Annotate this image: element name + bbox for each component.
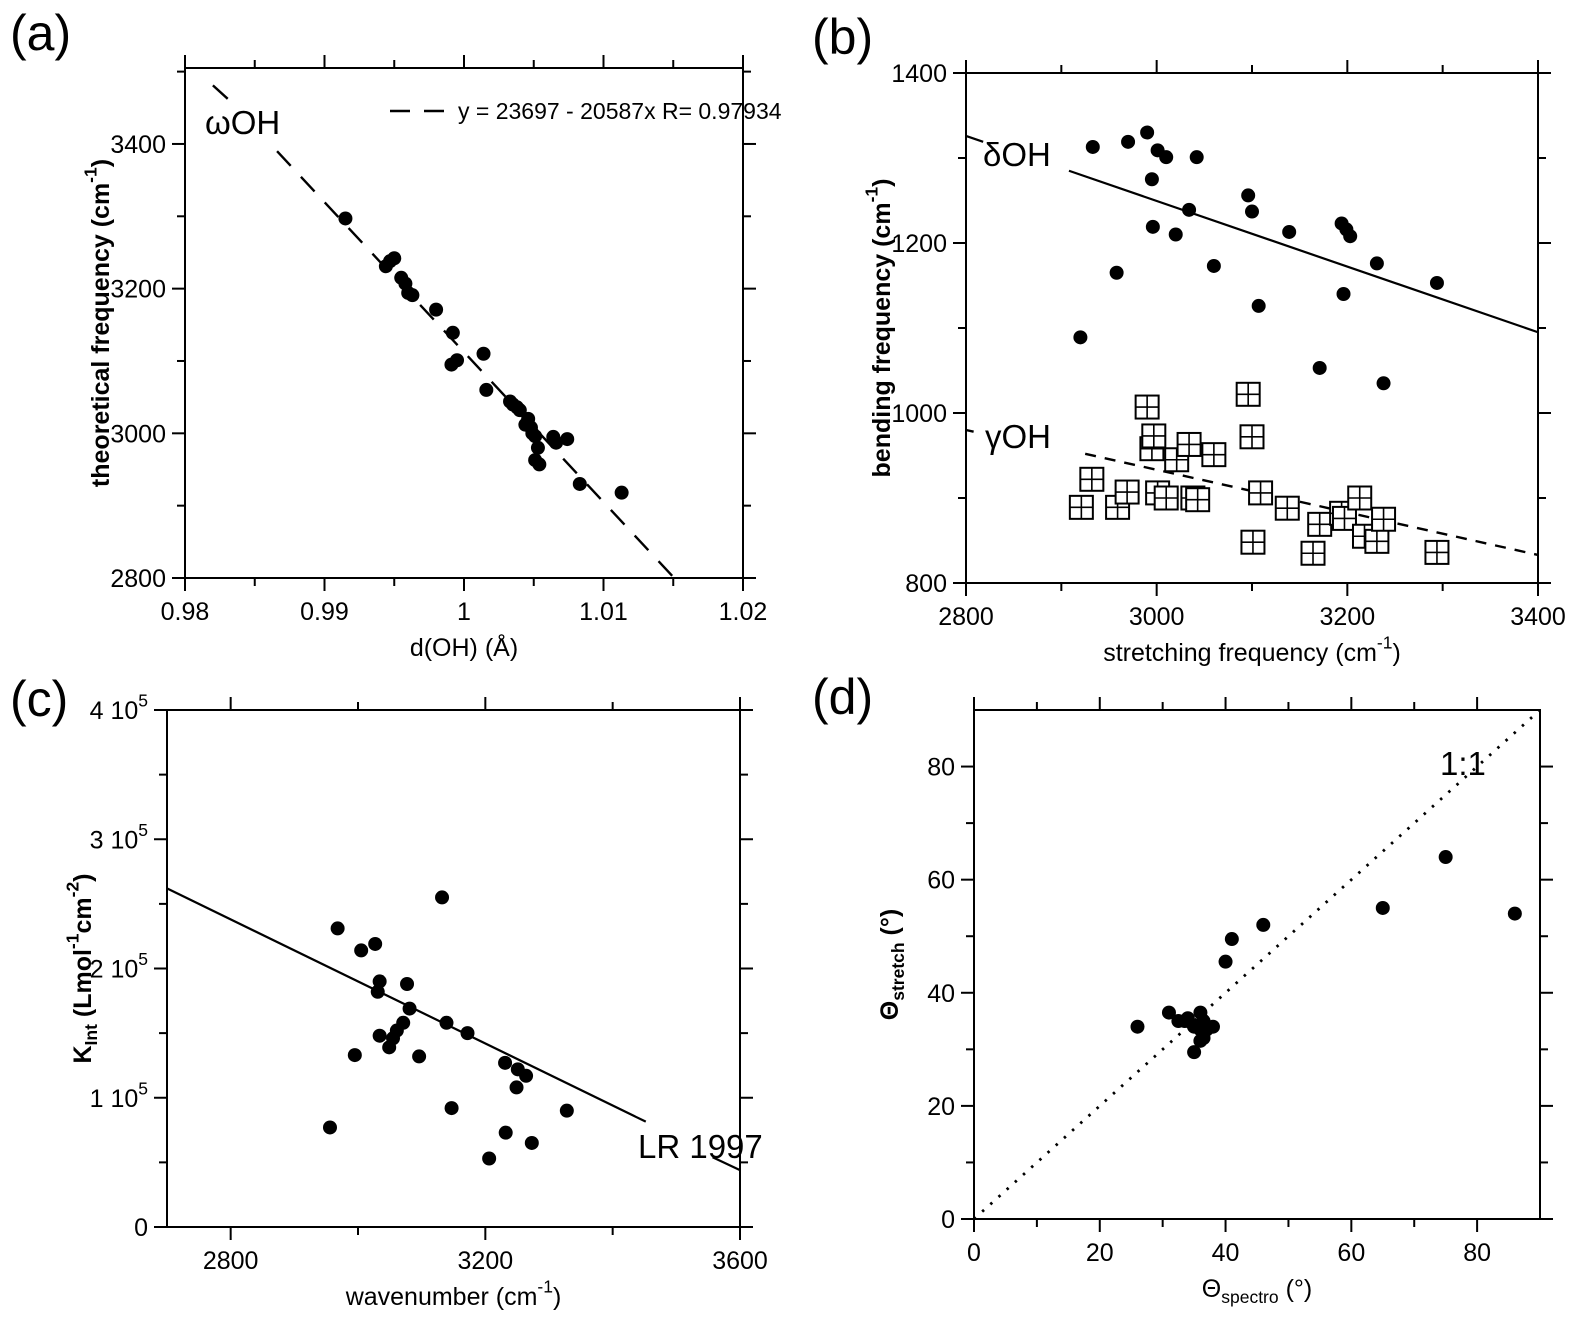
svg-text:60: 60 [927,867,955,895]
svg-text:0: 0 [134,1214,148,1242]
svg-text:0: 0 [967,1239,981,1267]
panel-b-y-axis-title: bending frequency (cm-1) [862,179,897,478]
svg-text:1: 1 [457,598,471,626]
panel-d-letter: (d) [812,669,874,725]
svg-text:1.02: 1.02 [719,598,768,626]
panel-c-annotation: LR 1997 [638,1128,763,1165]
panel-a-y-axis-title: theoretical frequency (cm-1) [81,159,116,487]
panel-c-plot: 2800 3200 3600 0 1 105 2 105 3 105 4 105 LR 1997… [63,691,768,1312]
svg-text:3000: 3000 [110,420,166,448]
svg-text:1400: 1400 [891,60,947,88]
svg-text:0.99: 0.99 [300,598,349,626]
svg-text:3000: 3000 [1129,603,1185,631]
svg-text:1 105: 1 105 [90,1078,148,1113]
panel-a-plot: 0.98 0.99 1 1.01 1.02 2800 3000 3200 3400 y = 236… [81,55,782,662]
svg-text:3200: 3200 [110,276,166,304]
panel-b-deltaOH-fit [965,134,984,143]
panel-c-x-axis-title: wavenumber (cm-1) [345,1277,562,1312]
panel-c-series-K_int [322,890,574,1166]
panel-b-x-axis-title: stretching frequency (cm-1) [1103,633,1401,668]
panel-d-series-theta [1130,850,1522,1060]
panel-b-series-δOH [1073,125,1444,391]
panel-d-annotation: 1:1 [1440,745,1486,782]
svg-text:2800: 2800 [203,1247,259,1275]
svg-text:3200: 3200 [458,1247,514,1275]
svg-text:1000: 1000 [891,400,947,428]
panel-d-x-axis-title: Θspectro (°) [1202,1275,1312,1307]
svg-text:3200: 3200 [1320,603,1376,631]
panel-c-letter: (c) [10,671,69,727]
svg-text:40: 40 [927,980,955,1008]
svg-text:0: 0 [941,1206,955,1234]
panel-c-y-axis-title: KInt (Lmol-1cm-2) [63,873,102,1063]
panel-c-LR-1997-line [712,1156,741,1172]
svg-text:0.98: 0.98 [161,598,210,626]
svg-text:80: 80 [1463,1239,1491,1267]
svg-text:3 105: 3 105 [90,820,148,855]
panel-a-x-axis-title: d(OH) (Å) [410,632,518,662]
panel-b-letter: (b) [812,9,874,65]
svg-text:4 105: 4 105 [90,691,148,726]
svg-text:1200: 1200 [891,230,947,258]
svg-text:800: 800 [905,570,947,598]
panel-a-series-ωOH [338,211,629,500]
svg-text:60: 60 [1337,1239,1365,1267]
svg-text:1.01: 1.01 [579,598,628,626]
svg-text:2800: 2800 [938,603,994,631]
panel-d-plot: 0 20 40 60 80 0 20 40 60 80 1:1 Θspectro (°) Θstretc… [876,697,1553,1307]
svg-text:20: 20 [1086,1239,1114,1267]
svg-text:3400: 3400 [1510,603,1566,631]
panel-b-gammaOH-fit [1084,452,1539,557]
svg-text:20: 20 [927,1093,955,1121]
panel-a-annotation: y = 23697 - 20587x R= 0.97934 [458,98,782,124]
svg-text:2800: 2800 [110,565,166,593]
panel-b-deltaOH-fit [1068,169,1539,334]
panel-a-linear-fit [276,150,675,579]
panel-a-linear-fit [212,84,237,107]
svg-text:80: 80 [927,754,955,782]
svg-text:40: 40 [1212,1239,1240,1267]
panel-b-gammaOH-fit [965,428,974,433]
panel-b-plot: 2800 3000 3200 3400 800 1000 1200 1400 δOH γOH str… [862,60,1566,667]
panel-b-series-γOH [1068,381,1450,566]
panel-a-annotation: ωOH [205,104,280,141]
panel-a-letter: (a) [10,5,72,61]
panel-b-annotation: γOH [985,418,1051,455]
panel-d-y-axis-title: Θstretch (°) [876,909,908,1020]
svg-text:3400: 3400 [110,131,166,159]
svg-text:2 105: 2 105 [90,949,148,984]
svg-text:3600: 3600 [712,1247,768,1275]
panel-d-one-to-one [973,708,1541,1221]
panel-b-annotation: δOH [983,136,1051,173]
